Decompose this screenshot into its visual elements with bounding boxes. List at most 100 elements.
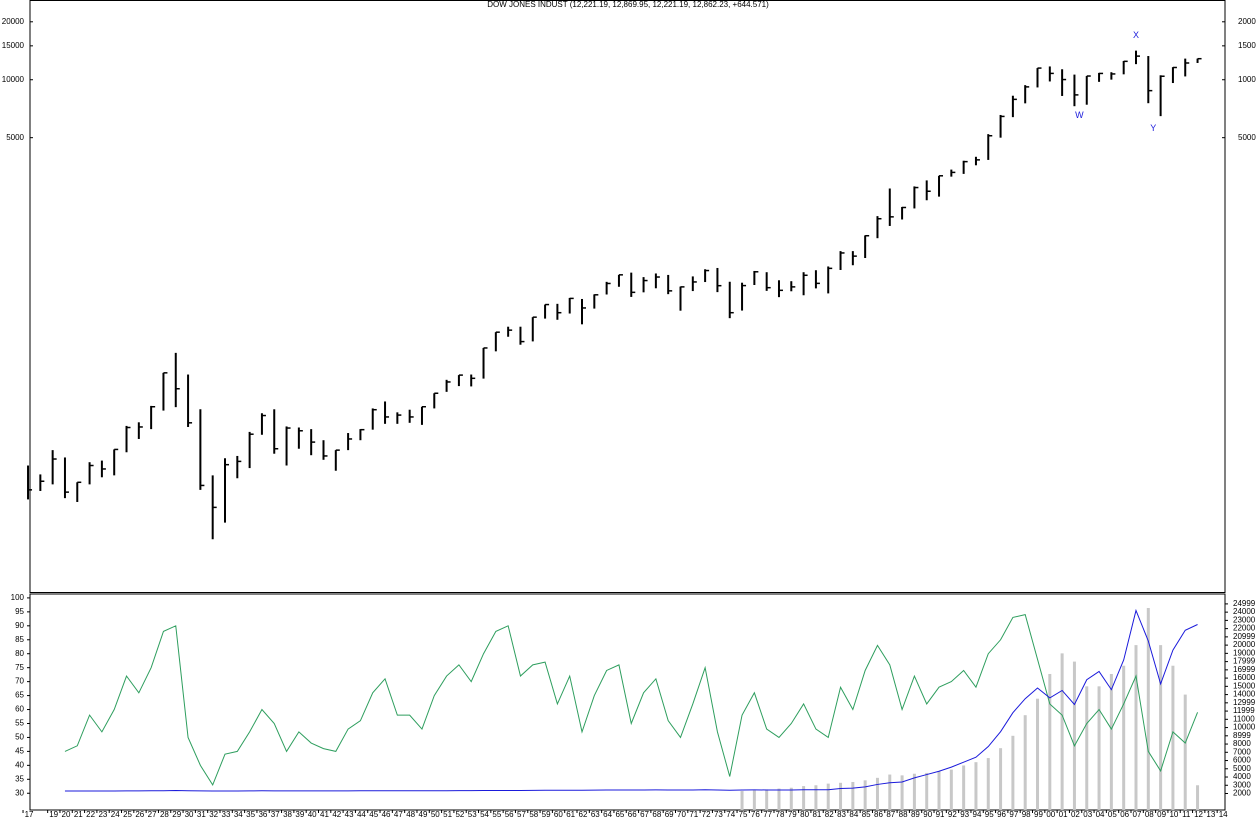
x-tick-label: 58 <box>529 810 538 819</box>
volume-bar <box>826 783 830 810</box>
volume-bar <box>740 791 744 810</box>
volume-bar <box>1196 785 1200 810</box>
x-tick-label: 44 <box>357 810 366 819</box>
volume-bar <box>937 771 941 810</box>
x-tick-label: 93 <box>960 810 969 819</box>
volume-bar <box>1036 698 1040 810</box>
volume-bar <box>752 790 756 810</box>
x-tick-label: 53 <box>468 810 477 819</box>
x-tick-label: 62 <box>579 810 588 819</box>
x-tick-label: 81 <box>812 810 821 819</box>
x-tick-label: 23 <box>98 810 107 819</box>
x-tick-label: 06 <box>1120 810 1129 819</box>
x-tick-label: 85 <box>862 810 871 819</box>
x-tick-label: 26 <box>135 810 144 819</box>
volume-bar <box>1048 673 1052 810</box>
x-tick-label: 84 <box>849 810 858 819</box>
x-tick-label: 68 <box>652 810 661 819</box>
y-tick-label-right: 20000 <box>1238 17 1256 26</box>
x-tick-label: 40 <box>308 810 317 819</box>
x-tick-label: 50 <box>431 810 440 819</box>
volume-bar <box>814 785 818 810</box>
x-tick-label: 41 <box>320 810 329 819</box>
volume-bar <box>986 758 990 810</box>
x-tick-label: 91 <box>936 810 945 819</box>
price-panel <box>29 0 1226 593</box>
volume-bar <box>1060 653 1064 810</box>
y2-tick-label: 16999 <box>1233 665 1256 674</box>
y-tick-label: 50 <box>15 733 24 742</box>
y2-tick-label: 3000 <box>1233 780 1251 789</box>
y-tick-label: 90 <box>15 621 24 630</box>
x-tick-label: 49 <box>419 810 428 819</box>
x-tick-label: 33 <box>222 810 231 819</box>
y-tick-label: 85 <box>15 635 24 644</box>
x-tick-label: 72 <box>702 810 711 819</box>
y2-tick-label: 11000 <box>1233 714 1255 723</box>
x-tick-label: 57 <box>517 810 526 819</box>
x-tick-label: 12 <box>1194 810 1203 819</box>
x-tick-label: 20 <box>62 810 71 819</box>
x-tick-label: 90 <box>923 810 932 819</box>
x-tick-label: 74 <box>726 810 735 819</box>
x-tick-label: 31 <box>197 810 206 819</box>
x-tick-label: 21 <box>74 810 83 819</box>
y-tick-label: 55 <box>15 719 24 728</box>
volume-bar <box>1134 645 1138 810</box>
y2-tick-label: 20999 <box>1233 632 1256 641</box>
x-tick-label: 63 <box>591 810 600 819</box>
y2-tick-label: 15000 <box>1233 681 1256 690</box>
volume-bar <box>1159 645 1163 810</box>
x-tick-label: 96 <box>997 810 1006 819</box>
x-tick-label: 65 <box>615 810 624 819</box>
volume-bar <box>839 782 843 810</box>
x-tick-label: 56 <box>505 810 514 819</box>
x-tick-label: 59 <box>542 810 551 819</box>
x-tick-label: 54 <box>480 810 489 819</box>
x-tick-label: 43 <box>345 810 354 819</box>
x-tick-label: 75 <box>739 810 748 819</box>
indicator-line <box>64 608 1198 792</box>
y-tick-label: 10000 <box>2 75 25 84</box>
x-tick-label: 70 <box>677 810 686 819</box>
x-tick-label: 35 <box>246 810 255 819</box>
y-tick-label: 60 <box>15 705 24 714</box>
y2-tick-label: 11999 <box>1233 706 1255 715</box>
x-tick-label: 08 <box>1145 810 1154 819</box>
y-tick-label-right: 15000 <box>1238 41 1256 50</box>
volume-bar <box>999 748 1003 810</box>
x-tick-label: 95 <box>985 810 994 819</box>
y-tick-label: 100 <box>11 593 25 602</box>
x-tick-label: 25 <box>123 810 132 819</box>
x-tick-label: 77 <box>763 810 772 819</box>
y2-tick-label: 24000 <box>1233 607 1256 616</box>
x-tick-label: 36 <box>258 810 267 819</box>
wave-label: Y <box>1150 123 1156 133</box>
x-tick-label: 69 <box>665 810 674 819</box>
wave-label: X <box>1133 30 1139 40</box>
y-tick-label-right: 5000 <box>1238 133 1256 142</box>
x-tick-label: 66 <box>628 810 637 819</box>
x-tick-label: 00 <box>1046 810 1055 819</box>
x-tick-label: 87 <box>886 810 895 819</box>
x-tick-label: 97 <box>1009 810 1018 819</box>
x-tick-label: 22 <box>86 810 95 819</box>
x-tick-label: 13 <box>1206 810 1215 819</box>
x-tick-label: 05 <box>1108 810 1117 819</box>
y2-tick-label: 8999 <box>1233 731 1251 740</box>
x-tick-label: 67 <box>640 810 649 819</box>
x-tick-label: 47 <box>394 810 403 819</box>
x-tick-label: 55 <box>492 810 501 819</box>
wave-label: W <box>1075 110 1084 120</box>
y-tick-label: 70 <box>15 677 24 686</box>
x-tick-label: 60 <box>554 810 563 819</box>
x-tick-label: 10 <box>1169 810 1178 819</box>
x-tick-label: 88 <box>899 810 908 819</box>
x-tick-label: 07 <box>1133 810 1142 819</box>
y2-tick-label: 6000 <box>1233 756 1251 765</box>
indicator-line <box>64 614 1199 786</box>
y-tick-label: 30 <box>15 788 24 797</box>
y2-tick-label: 17999 <box>1233 657 1256 666</box>
x-tick-label: 28 <box>160 810 169 819</box>
